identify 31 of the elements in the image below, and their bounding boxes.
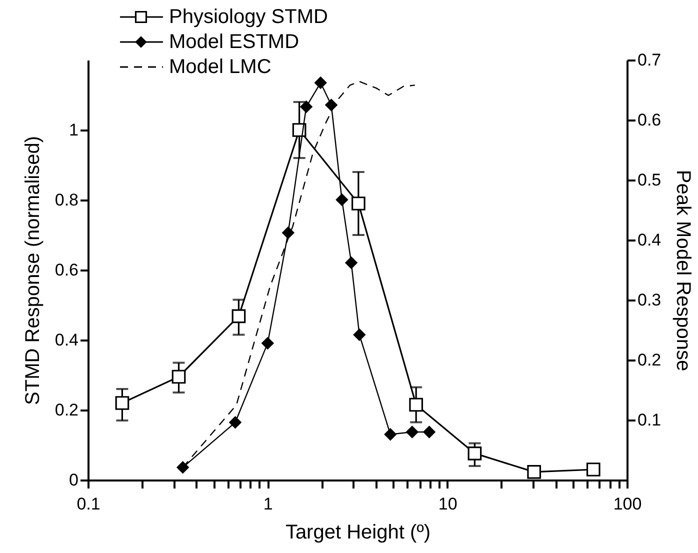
point bbox=[468, 446, 482, 460]
y2-tick-label: 0.7 bbox=[638, 50, 662, 70]
y2-tick-label: 0.1 bbox=[638, 410, 662, 430]
y2-tick-label: 0.3 bbox=[638, 290, 662, 310]
point bbox=[292, 123, 306, 137]
point bbox=[527, 465, 542, 479]
legend-label: Physiology STMD bbox=[169, 6, 328, 28]
x-tick-label: 10 bbox=[438, 494, 458, 514]
point bbox=[352, 196, 366, 210]
legend-label: Model LMC bbox=[169, 56, 272, 78]
y2-tick-label: 0.6 bbox=[638, 110, 662, 130]
y2-axis-title: Peak Model Response bbox=[672, 170, 694, 372]
y-axis-title: STMD Response (normalised) bbox=[22, 136, 44, 405]
x-axis-title: Target Height (º) bbox=[285, 522, 431, 544]
point bbox=[115, 396, 130, 410]
x-tick-label: 1 bbox=[263, 494, 273, 514]
y-tick-label: 0.6 bbox=[54, 260, 78, 280]
legend-label: Model ESTMD bbox=[169, 31, 300, 53]
y-tick-label: 1 bbox=[69, 120, 78, 140]
point bbox=[586, 462, 600, 476]
x-tick-label: 100 bbox=[613, 494, 642, 514]
y-tick-label: 0.4 bbox=[54, 330, 78, 350]
point bbox=[232, 309, 246, 324]
y2-tick-label: 0.4 bbox=[638, 230, 662, 250]
y2-tick-label: 0.2 bbox=[638, 350, 662, 370]
x-tick-label: 0.1 bbox=[76, 494, 100, 514]
y-tick-label: 0 bbox=[69, 470, 78, 490]
y-tick-label: 0.2 bbox=[54, 400, 78, 420]
y-tick-label: 0.8 bbox=[54, 190, 78, 210]
point bbox=[409, 398, 424, 412]
y2-tick-label: 0.5 bbox=[638, 170, 662, 190]
